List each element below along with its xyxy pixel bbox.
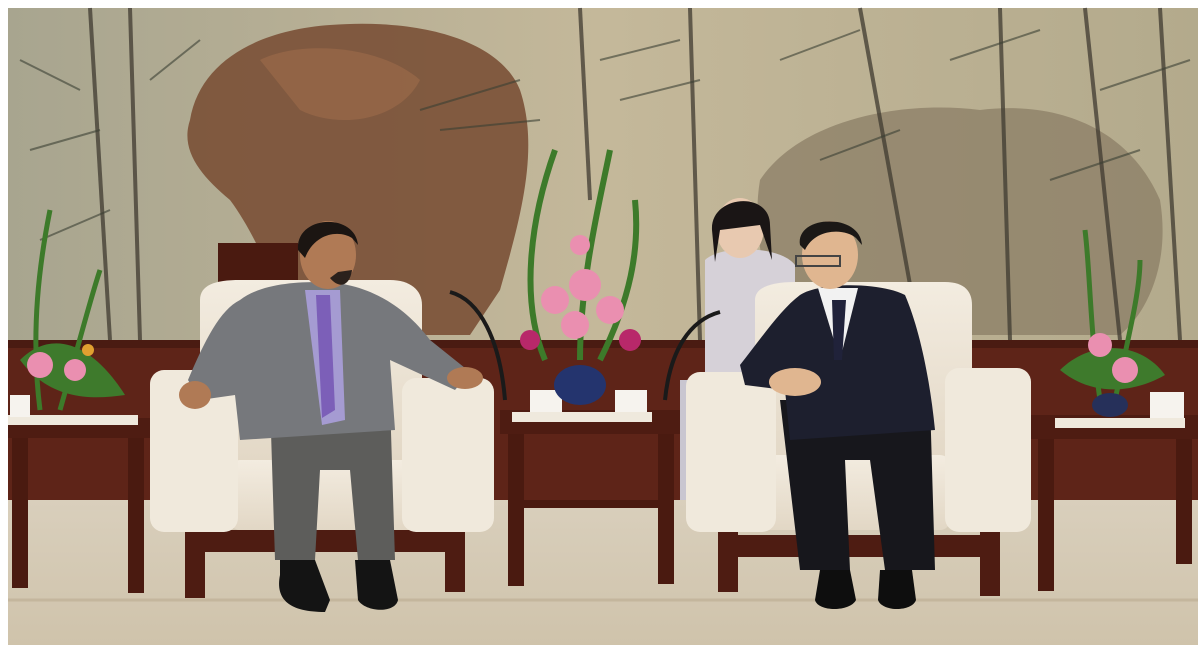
suit-jacket [740, 285, 935, 440]
wood-rail [8, 340, 1198, 348]
table-rail [520, 500, 660, 508]
bamboo [688, 7, 702, 341]
side-table [8, 395, 150, 593]
flower [64, 359, 86, 381]
flower [27, 352, 53, 378]
bamboo [1083, 7, 1122, 341]
shoe [878, 570, 916, 609]
flower [82, 344, 94, 356]
shoe [279, 560, 330, 612]
shoe [815, 570, 856, 609]
tie [316, 295, 335, 418]
flower [520, 330, 540, 350]
left-flowers [20, 209, 125, 411]
chair-base [720, 535, 1000, 557]
hand [179, 381, 211, 409]
trousers [780, 400, 935, 570]
leaves [419, 39, 701, 131]
table-leg [12, 438, 28, 588]
flower [569, 269, 601, 301]
hands [769, 368, 821, 396]
tea-cup [10, 395, 30, 417]
flower [1112, 357, 1138, 383]
center-table [500, 148, 680, 586]
microphone [663, 310, 721, 401]
microphone [449, 290, 507, 401]
chair-arm [402, 378, 494, 532]
bamboo [1158, 7, 1182, 341]
moustache [330, 270, 352, 285]
table-leg [658, 434, 674, 584]
tea-cup [615, 390, 647, 412]
table-cloth [1055, 418, 1185, 428]
flower [596, 296, 624, 324]
host [740, 221, 935, 609]
flower [570, 235, 590, 255]
tea-cup [1150, 392, 1184, 418]
trousers [270, 400, 395, 560]
table-cloth [512, 412, 652, 422]
painted-rock-highlight [260, 48, 420, 120]
flower [561, 311, 589, 339]
back-chair [218, 243, 298, 283]
flower [619, 329, 641, 351]
flower-vase [554, 365, 606, 405]
table-leg [1176, 439, 1192, 564]
bamboo [128, 7, 142, 341]
flower [1088, 333, 1112, 357]
table-leg [1038, 439, 1054, 591]
right-flowers [1060, 229, 1165, 417]
chair-arm [686, 372, 776, 532]
flower-vase [1092, 393, 1128, 417]
hair [799, 221, 862, 250]
painted-rock [757, 107, 1163, 335]
flower [541, 286, 569, 314]
table-leg [128, 438, 144, 593]
side-table [1030, 392, 1198, 591]
bamboo-stalks [88, 7, 1182, 341]
table-leg [508, 434, 524, 586]
leaves [779, 29, 1191, 181]
shoe [355, 560, 398, 610]
guest [179, 221, 483, 612]
bamboo [88, 7, 112, 341]
hair [297, 221, 358, 258]
flowers [520, 235, 641, 351]
chair-arm [945, 368, 1031, 532]
bamboo [998, 7, 1012, 341]
tea-cup [530, 390, 562, 412]
chair-arm [150, 370, 238, 532]
hair [711, 201, 772, 262]
leaves [19, 39, 201, 241]
chair-base [185, 530, 465, 552]
glasses [795, 255, 841, 267]
bamboo-leaves [19, 29, 1191, 241]
hand [447, 367, 483, 389]
tie [832, 300, 846, 360]
table-cloth [8, 415, 138, 425]
bamboo [578, 7, 592, 201]
